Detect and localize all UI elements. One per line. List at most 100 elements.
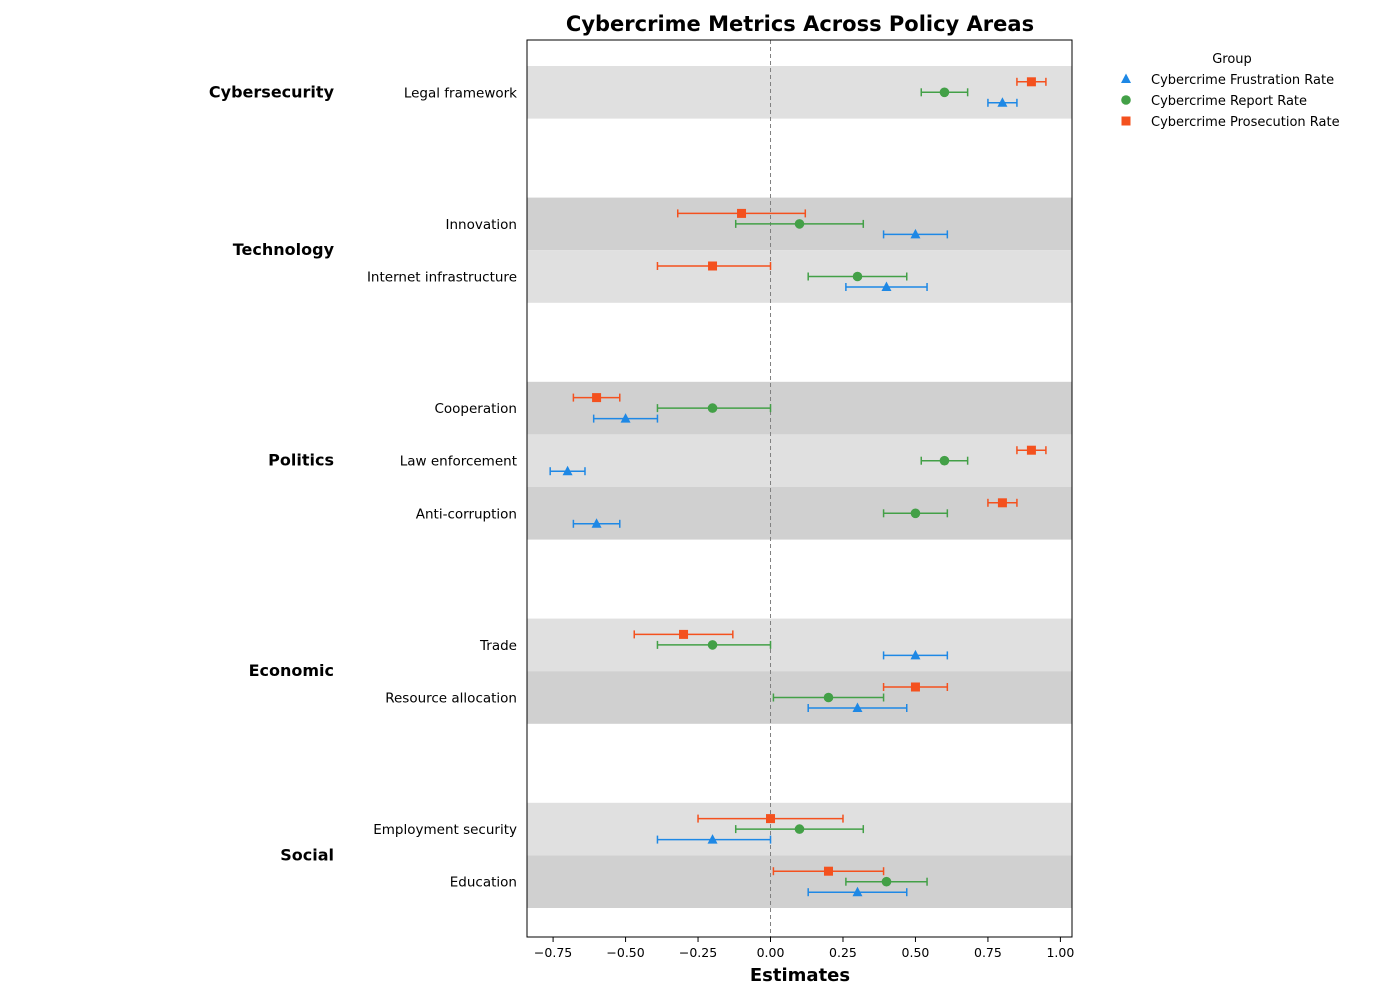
row-band: [527, 381, 1072, 435]
category-label: Trade: [479, 638, 517, 654]
triangle-marker: [852, 702, 863, 712]
row-band: [527, 855, 1072, 908]
data-point: [920, 87, 969, 98]
circle-marker: [707, 403, 718, 413]
group-label: Technology: [233, 240, 335, 259]
square-marker: [679, 629, 689, 639]
data-point: [697, 814, 844, 824]
circle-marker: [910, 508, 921, 519]
data-point: [1016, 77, 1047, 87]
square-marker: [1026, 77, 1036, 87]
category-label: Education: [450, 875, 517, 891]
square-marker: [1121, 116, 1131, 126]
x-tick-label: −0.75: [534, 945, 572, 960]
data-point: [882, 682, 949, 692]
data-point: [772, 692, 885, 703]
circle-marker: [939, 455, 950, 466]
legend-entry: Cybercrime Frustration Rate: [1121, 73, 1334, 88]
square-marker: [910, 682, 920, 692]
legend-label: Cybercrime Prosecution Rate: [1151, 115, 1340, 130]
data-point: [1016, 445, 1047, 455]
square-marker: [737, 208, 747, 218]
row-band: [527, 487, 1072, 540]
circle-marker: [794, 824, 805, 834]
data-point: [656, 640, 772, 650]
category-label: Law enforcement: [400, 454, 517, 470]
data-point: [734, 824, 865, 834]
circle-marker: [794, 219, 805, 229]
square-marker: [997, 498, 1007, 508]
x-tick-label: 0.75: [974, 945, 1002, 960]
data-point: [845, 876, 928, 887]
square-marker: [1026, 445, 1036, 455]
data-point: [987, 97, 1018, 107]
data-point: [987, 498, 1018, 508]
legend-label: Cybercrime Frustration Rate: [1151, 73, 1334, 88]
row-band: [527, 66, 1072, 119]
data-point: [734, 219, 865, 229]
chart-title: Cybercrime Metrics Across Policy Areas: [566, 12, 1034, 36]
category-label: Resource allocation: [385, 691, 517, 707]
data-point: [592, 413, 659, 423]
x-tick-label: 0.00: [757, 945, 785, 960]
data-point: [807, 702, 908, 712]
row-band: [527, 434, 1072, 487]
group-label: Politics: [268, 451, 334, 470]
row-band: [527, 618, 1072, 672]
data-point: [676, 208, 807, 218]
triangle-marker: [910, 228, 921, 239]
legend-entry: Cybercrime Prosecution Rate: [1121, 115, 1340, 130]
category-label: Internet infrastructure: [367, 270, 517, 286]
data-point: [807, 271, 908, 282]
category-label: Cooperation: [434, 401, 517, 417]
row-band: [527, 250, 1072, 303]
data-point: [656, 261, 772, 271]
circle-marker: [707, 640, 718, 650]
legend-label: Cybercrime Report Rate: [1151, 94, 1307, 109]
circle-marker: [939, 87, 950, 98]
legend: Group Cybercrime Frustration Rate Cybercr…: [1121, 52, 1340, 130]
data-point: [772, 866, 885, 876]
data-point: [549, 465, 586, 476]
square-marker: [708, 261, 718, 271]
circle-marker: [881, 876, 892, 887]
category-label: Legal framework: [404, 85, 517, 101]
group-labels: Cybersecurity Technology Politics Economic S…: [209, 82, 335, 864]
x-axis: −0.75 −0.50 −0.25 0.00 0.25 0.50 0.75 1.00: [534, 937, 1074, 960]
square-marker: [823, 866, 833, 876]
group-label: Cybersecurity: [209, 82, 335, 101]
circle-marker: [852, 271, 863, 282]
triangle-marker: [997, 97, 1008, 107]
group-label: Social: [280, 845, 334, 864]
data-point: [807, 886, 908, 897]
x-tick-label: −0.50: [606, 945, 644, 960]
square-marker: [766, 814, 776, 824]
legend-title: Group: [1212, 52, 1252, 67]
x-axis-label: Estimates: [750, 965, 850, 986]
legend-entry: Cybercrime Report Rate: [1121, 94, 1307, 109]
data-point: [882, 649, 949, 660]
x-tick-label: 0.25: [829, 945, 857, 960]
data-point: [882, 508, 949, 519]
triangle-marker: [591, 518, 602, 528]
data-point: [845, 281, 928, 291]
circle-marker: [823, 692, 834, 703]
category-label: Anti-corruption: [416, 506, 517, 522]
data-point: [572, 393, 621, 403]
plot-frame: [526, 39, 1073, 938]
data-point: [882, 228, 949, 239]
x-tick-label: 0.50: [902, 945, 930, 960]
circle-marker: [1121, 95, 1131, 105]
x-tick-label: −0.25: [679, 945, 717, 960]
triangle-marker: [707, 834, 718, 844]
category-label: Innovation: [446, 217, 517, 233]
data-point: [633, 629, 734, 639]
triangle-marker: [620, 413, 631, 423]
triangle-marker: [852, 886, 863, 897]
data-point: [920, 455, 969, 466]
triangle-marker: [562, 465, 573, 476]
triangle-marker: [910, 649, 921, 660]
triangle-marker: [881, 281, 892, 291]
